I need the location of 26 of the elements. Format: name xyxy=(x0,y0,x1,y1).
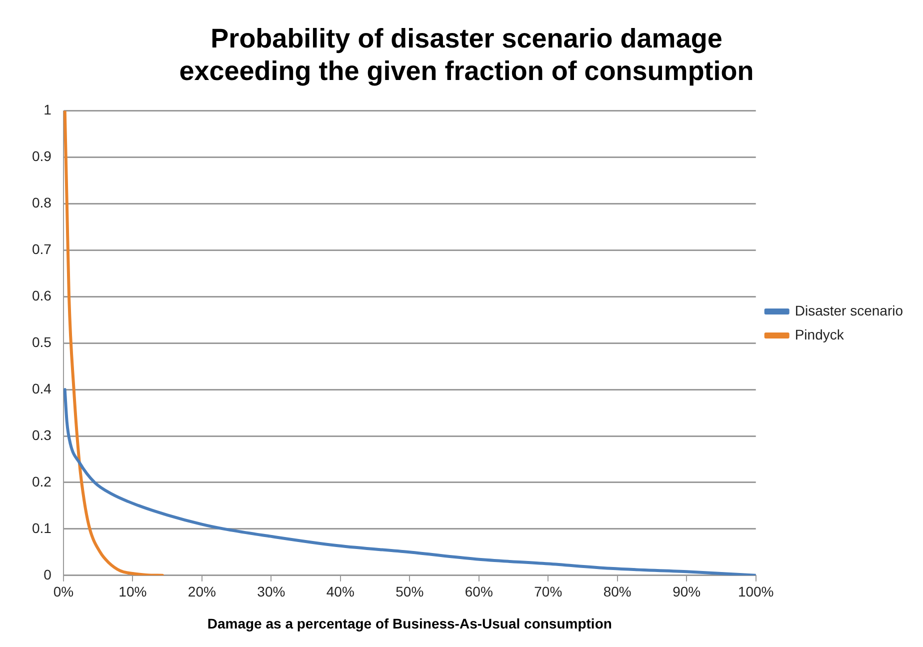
y-tick-label: 0.7 xyxy=(32,241,52,258)
y-tick-label: 0 xyxy=(44,566,52,582)
y-tick-label: 0.3 xyxy=(32,426,52,443)
x-tick-label: 80% xyxy=(603,584,632,600)
y-tick-label: 0.1 xyxy=(32,520,52,536)
x-tick-label: 60% xyxy=(464,584,493,600)
y-tick-label: 0.4 xyxy=(32,380,52,396)
y-tick-label: 0.9 xyxy=(32,148,52,164)
x-tick-label: 30% xyxy=(257,584,286,600)
legend-label: Disaster scenario xyxy=(794,302,904,318)
x-tick-label: 90% xyxy=(672,584,701,600)
x-tick-label: 100% xyxy=(738,584,774,600)
y-tick-label: 0.2 xyxy=(32,473,52,490)
x-tick-label: 40% xyxy=(326,584,354,600)
x-tick-label: 0% xyxy=(53,584,74,600)
x-axis-title: Damage as a percentage of Business-As-Usual consumption xyxy=(207,615,612,632)
chart-title: Probability of disaster scenario damage exceeding the given fraction of consumption xyxy=(179,24,754,86)
y-tick-label: 0.8 xyxy=(32,194,52,211)
legend-label: Pindyck xyxy=(794,326,845,342)
y-tick-label: 0.6 xyxy=(32,288,52,304)
x-tick-label: 50% xyxy=(396,584,424,600)
x-tick-label: 70% xyxy=(534,584,562,600)
y-tick-label: 0.5 xyxy=(32,334,52,350)
x-tick-label: 20% xyxy=(188,584,216,600)
y-tick-label: 1 xyxy=(44,102,52,118)
x-tick-label: 10% xyxy=(118,584,147,600)
